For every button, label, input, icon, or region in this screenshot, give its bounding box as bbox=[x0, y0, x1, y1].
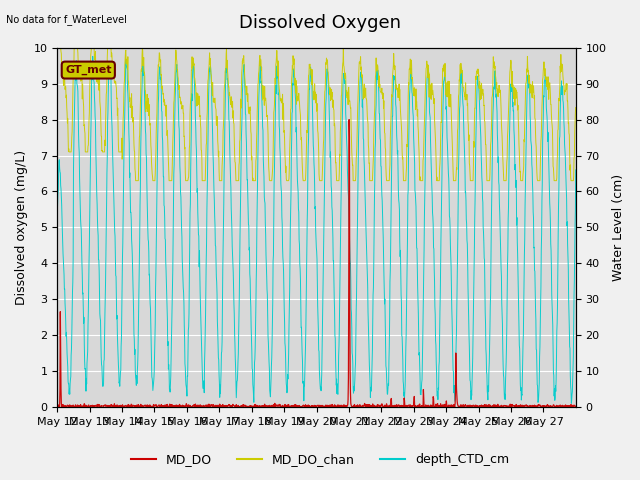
Text: GT_met: GT_met bbox=[65, 65, 111, 75]
Y-axis label: Dissolved oxygen (mg/L): Dissolved oxygen (mg/L) bbox=[15, 150, 28, 305]
Text: Dissolved Oxygen: Dissolved Oxygen bbox=[239, 14, 401, 33]
Y-axis label: Water Level (cm): Water Level (cm) bbox=[612, 174, 625, 281]
Text: No data for f_WaterLevel: No data for f_WaterLevel bbox=[6, 14, 127, 25]
Legend: MD_DO, MD_DO_chan, depth_CTD_cm: MD_DO, MD_DO_chan, depth_CTD_cm bbox=[126, 448, 514, 471]
